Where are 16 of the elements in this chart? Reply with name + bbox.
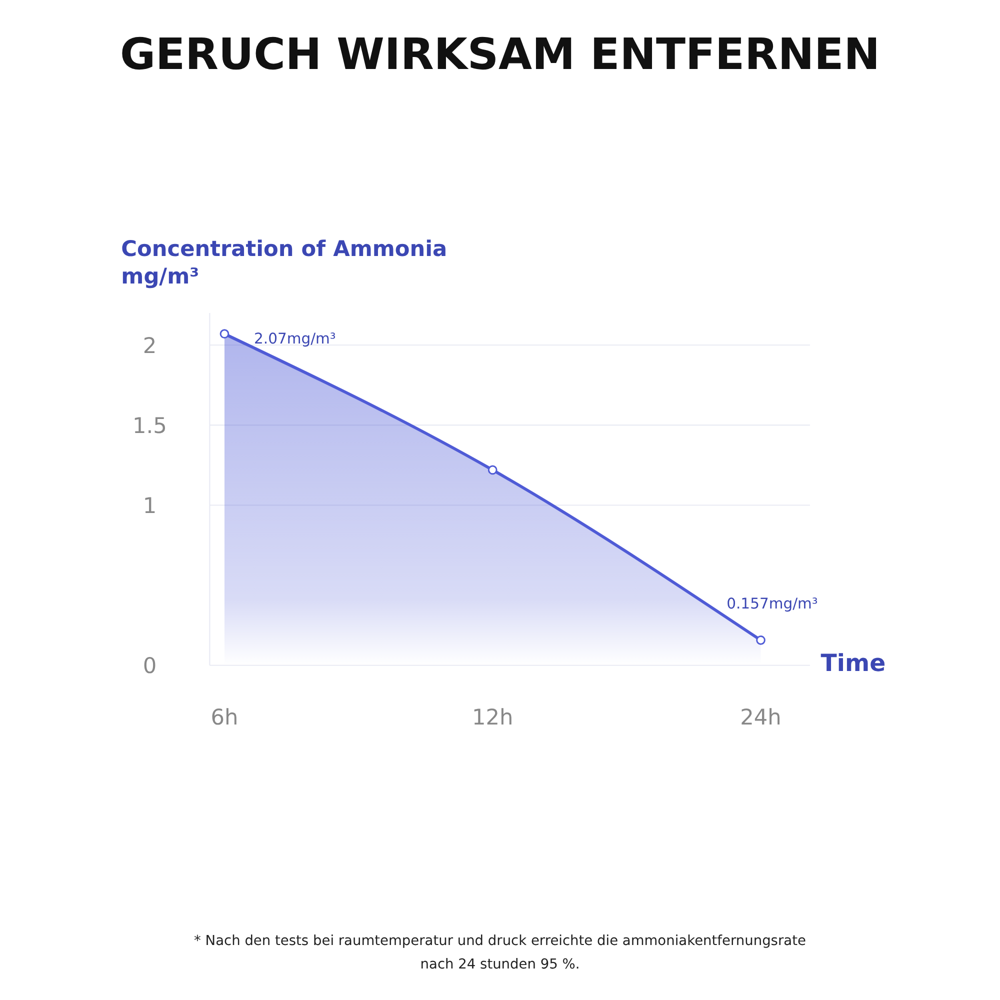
y-tick-label: 2 — [142, 334, 157, 359]
y-tick-label: 1.5 — [132, 414, 167, 439]
x-tick-label: 24h — [740, 705, 782, 730]
x-tick-label: 6h — [210, 705, 238, 730]
data-label: 2.07mg/m³ — [254, 330, 336, 348]
chart-title: GERUCH WIRKSAM ENTFERNEN — [120, 30, 880, 80]
point — [488, 465, 498, 475]
point — [220, 329, 230, 339]
x-tick-label: 12h — [472, 705, 514, 730]
text: * Nach den tests bei raumtemperatur und druck erreichte die ammoniakentfernungsrate nach 24 stunden 95 %. — [194, 932, 806, 972]
point — [756, 635, 766, 645]
y-tick-label: 1 — [142, 494, 157, 520]
y-tick-label: 0 — [142, 654, 157, 680]
x-axis-title: Time — [820, 649, 886, 678]
y-axis-title: Concentration of Ammonia mg/m³ — [121, 236, 448, 290]
data-label: 0.157mg/m³ — [726, 596, 818, 613]
